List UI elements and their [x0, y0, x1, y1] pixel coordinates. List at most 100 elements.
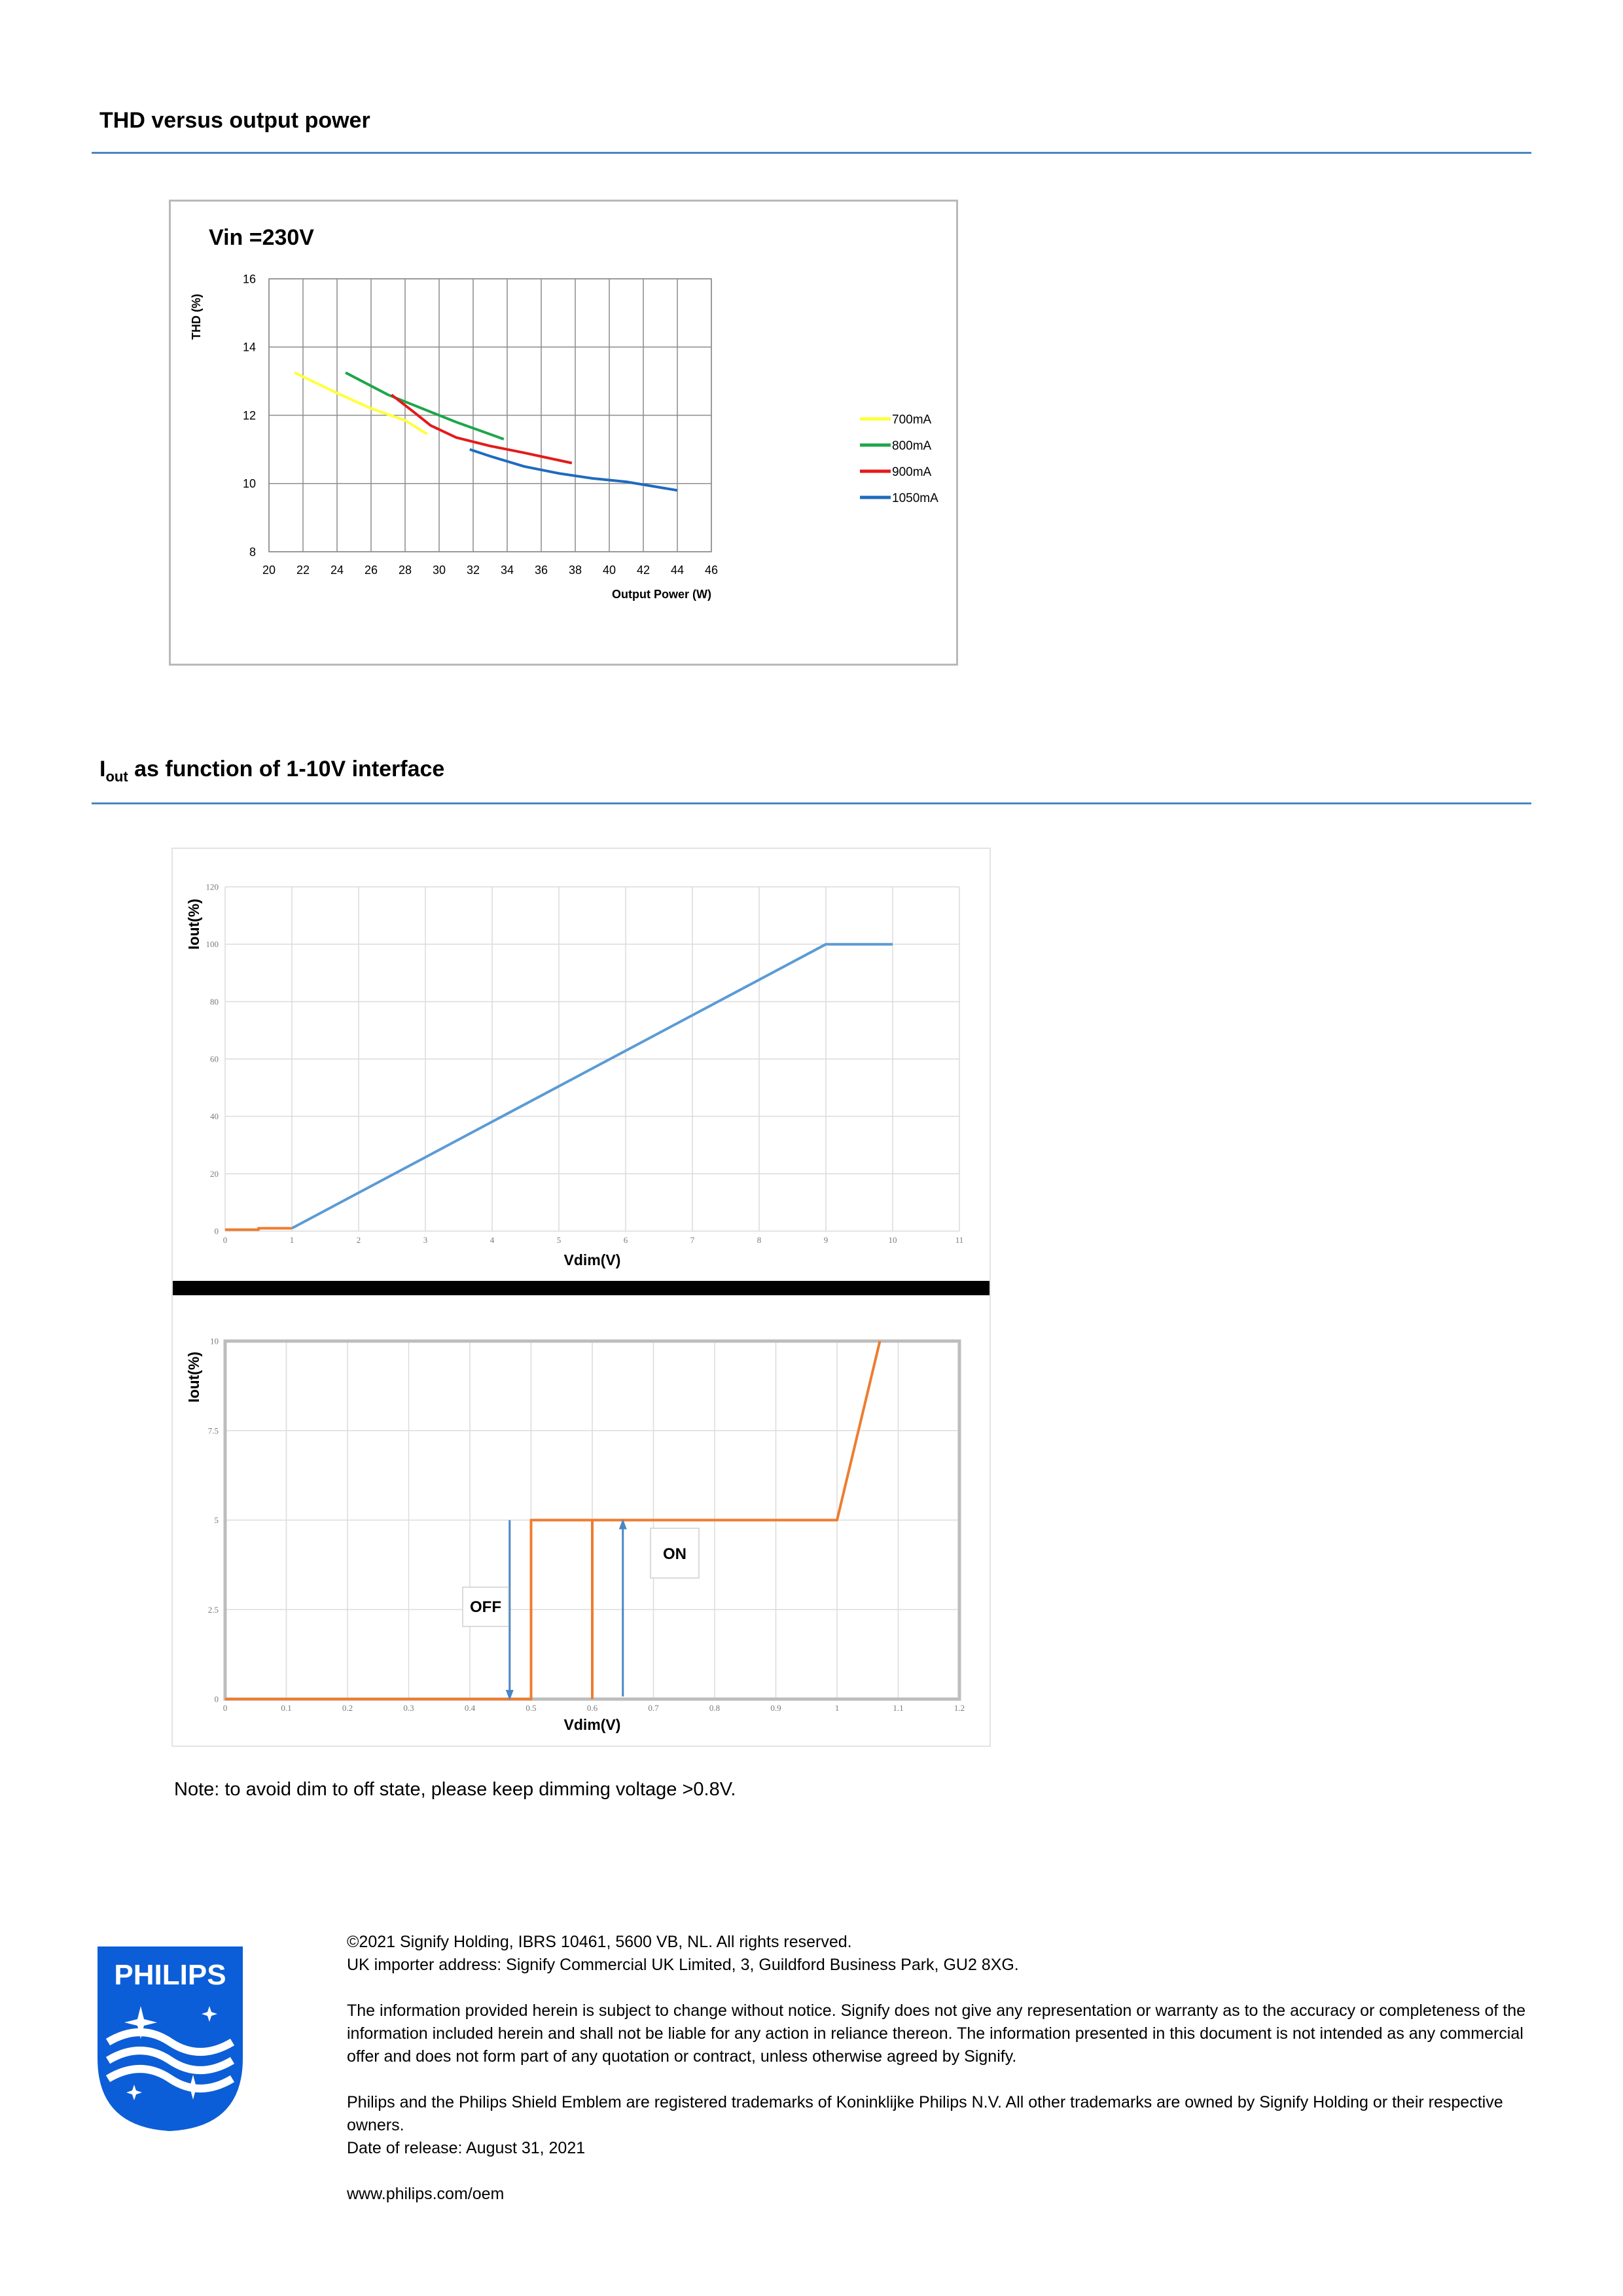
x-tick-label: 0.8 [709, 1703, 720, 1713]
x-tick-label: 44 [671, 564, 684, 577]
y-tick-label: 40 [210, 1111, 219, 1121]
y-tick-label: 12 [243, 409, 256, 422]
y-tick-label: 5 [215, 1515, 219, 1525]
dimming-chart-frame: 0 1 2 3 4 5 6 7 8 9 10 11 0 20 40 60 80 100 120 Vdim(V) Iout… [171, 848, 991, 1747]
x-axis-label: Output Power (W) [612, 588, 711, 601]
x-tick-label: 0.6 [587, 1703, 598, 1713]
x-tick-label: 24 [330, 564, 344, 577]
x-tick-label: 7 [690, 1235, 695, 1245]
section-title-thd: THD versus output power [99, 108, 370, 133]
x-axis-label: Vdim(V) [564, 1716, 621, 1733]
x-tick-label: 1.2 [954, 1703, 965, 1713]
x-tick-label: 0.2 [342, 1703, 353, 1713]
x-tick-label: 42 [637, 564, 650, 577]
x-tick-label: 30 [433, 564, 446, 577]
x-tick-label: 32 [467, 564, 480, 577]
x-tick-label: 40 [603, 564, 616, 577]
off-label: OFF [470, 1598, 501, 1616]
legend-label-1050mA: 1050mA [892, 492, 938, 505]
x-tick-label: 38 [569, 564, 582, 577]
x-tick-label: 0.3 [403, 1703, 414, 1713]
thd-chart: 20 22 24 26 28 30 32 34 36 38 40 42 44 46 8 10 12 14 16 Out… [190, 225, 938, 601]
x-tick-label: 22 [296, 564, 310, 577]
plot-border [268, 278, 712, 552]
series-line-700mA [294, 371, 428, 435]
x-tick-label: 46 [705, 564, 718, 577]
x-tick-label: 36 [535, 564, 548, 577]
on-arrow-head [618, 1518, 627, 1530]
legend-label-900mA: 900mA [892, 465, 932, 479]
y-tick-label: 10 [210, 1336, 219, 1346]
x-tick-label: 0 [223, 1235, 228, 1245]
y-tick-label: 7.5 [208, 1426, 219, 1435]
on-label-box [650, 1528, 700, 1579]
x-tick-label: 0.1 [281, 1703, 291, 1713]
series-line-0 [225, 1340, 882, 1700]
chart-separator [173, 1281, 990, 1295]
y-tick-label: 80 [210, 997, 219, 1007]
y-tick-label: 100 [206, 939, 219, 949]
dimming-chart-full-range: 0 1 2 3 4 5 6 7 8 9 10 11 0 20 40 60 80 100 120 Vdim(V) Iout… [185, 882, 964, 1268]
x-tick-label: 0 [223, 1703, 228, 1713]
x-tick-label: 3 [423, 1235, 428, 1245]
x-tick-label: 0.5 [526, 1703, 536, 1713]
y-tick-label: 60 [210, 1054, 219, 1064]
y-axis-label: Iout(%) [185, 1352, 202, 1403]
y-axis-label: Iout(%) [185, 899, 202, 950]
y-tick-label: 0 [215, 1695, 219, 1704]
x-tick-label: 0.4 [465, 1703, 476, 1713]
importer-line: UK importer address: Signify Commercial … [347, 1956, 1019, 1974]
section-divider [92, 802, 1531, 804]
y-axis-label: THD (%) [190, 294, 203, 340]
legend-label-700mA: 700mA [892, 413, 932, 427]
y-tick-label: 16 [243, 272, 256, 285]
section-divider [92, 152, 1531, 154]
series-line-800mA [345, 371, 505, 440]
y-tick-label: 14 [243, 341, 256, 354]
x-tick-label: 8 [757, 1235, 762, 1245]
x-tick-label: 4 [490, 1235, 495, 1245]
x-tick-label: 9 [824, 1235, 829, 1245]
thd-chart-frame: 20 22 24 26 28 30 32 34 36 38 40 42 44 46 8 10 12 14 16 Out… [169, 200, 958, 666]
section-title-iout: Iout as function of 1-10V interface [99, 757, 445, 785]
on-label: ON [663, 1545, 687, 1563]
x-tick-label: 28 [399, 564, 412, 577]
release-date: Date of release: August 31, 2021 [347, 2139, 586, 2157]
x-tick-label: 11 [955, 1235, 964, 1245]
disclaimer: The information provided herein is subje… [347, 2001, 1526, 2066]
x-tick-label: 6 [624, 1235, 628, 1245]
y-tick-label: 0 [215, 1227, 219, 1236]
x-tick-label: 1.1 [893, 1703, 903, 1713]
x-axis-label: Vdim(V) [564, 1251, 621, 1268]
x-tick-label: 1 [835, 1703, 840, 1713]
x-tick-label: 0.7 [648, 1703, 659, 1713]
y-tick-label: 120 [206, 882, 219, 892]
footer-legal-text: ©2021 Signify Holding, IBRS 10461, 5600 … [347, 1931, 1538, 2206]
off-label-box [462, 1587, 509, 1627]
x-tick-label: 34 [501, 564, 514, 577]
off-arrow-head [505, 1690, 514, 1700]
series-line-0 [291, 942, 893, 1230]
chart-title: Vin =230V [209, 225, 314, 250]
x-tick-label: 0.9 [770, 1703, 781, 1713]
trademark-notice: Philips and the Philips Shield Emblem ar… [347, 2093, 1503, 2134]
y-tick-label: 10 [243, 477, 256, 490]
x-tick-label: 10 [889, 1235, 897, 1245]
series-line-1 [225, 1227, 292, 1231]
x-tick-label: 5 [557, 1235, 562, 1245]
website-link[interactable]: www.philips.com/oem [347, 2185, 505, 2203]
y-tick-label: 2.5 [208, 1605, 219, 1615]
series-line-900mA [390, 393, 573, 465]
series-line-1050mA [469, 448, 678, 492]
y-tick-label: 20 [210, 1169, 219, 1179]
x-tick-label: 26 [365, 564, 378, 577]
x-tick-label: 2 [357, 1235, 361, 1245]
copyright-line: ©2021 Signify Holding, IBRS 10461, 5600 … [347, 1933, 852, 1951]
x-tick-label: 1 [290, 1235, 294, 1245]
philips-wordmark: PHILIPS [114, 1959, 226, 1991]
y-tick-label: 8 [249, 545, 256, 558]
x-tick-label: 20 [262, 564, 276, 577]
legend-label-800mA: 800mA [892, 439, 932, 453]
dimming-note: Note: to avoid dim to off state, please … [174, 1779, 736, 1800]
philips-shield-logo: PHILIPS [95, 1944, 245, 2134]
